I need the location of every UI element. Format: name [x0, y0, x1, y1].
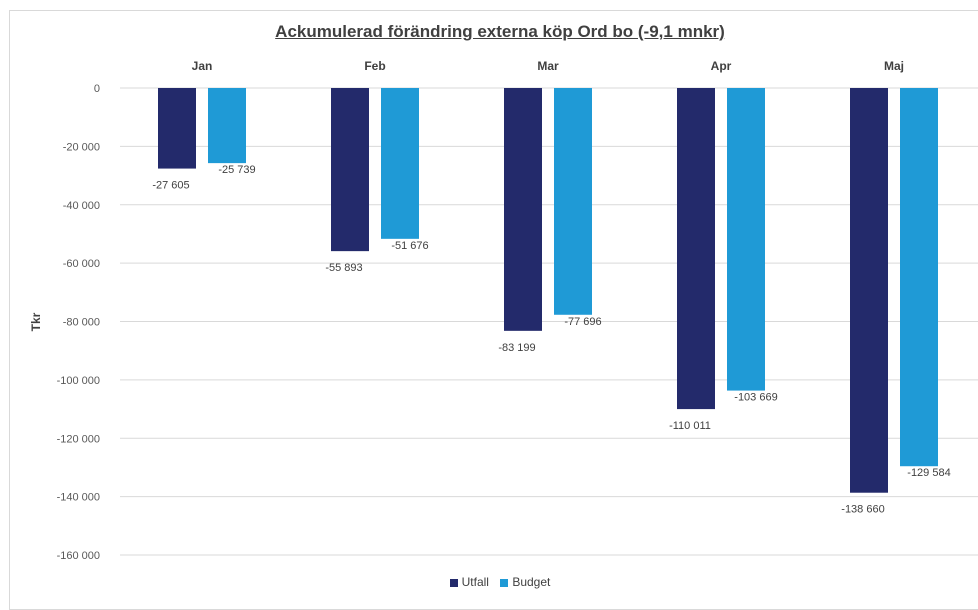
legend-item-utfall: Utfall [449, 575, 489, 589]
data-label: -103 669 [734, 392, 777, 404]
bar-utfall [331, 88, 369, 252]
legend: Utfall Budget [0, 575, 978, 589]
category-label: Jan [192, 59, 213, 73]
data-label: -83 199 [498, 342, 535, 354]
bar-utfall [850, 88, 888, 493]
y-axis-label: Tkr [29, 312, 43, 331]
y-tick-label: -20 000 [63, 141, 100, 153]
legend-swatch-budget [500, 578, 509, 587]
category-label: Mar [537, 59, 559, 73]
data-label: -77 696 [564, 316, 601, 328]
data-label: -129 584 [907, 467, 950, 479]
y-tick-label: -100 000 [57, 375, 100, 387]
data-label: -27 605 [152, 180, 189, 192]
y-tick-label: -160 000 [57, 550, 100, 562]
category-label: Feb [364, 59, 385, 73]
bar-budget [900, 88, 938, 467]
bar-utfall [158, 88, 196, 169]
y-tick-label: 0 [94, 83, 100, 95]
data-label: -25 739 [218, 164, 255, 176]
legend-item-budget: Budget [500, 575, 550, 589]
category-label: Apr [711, 59, 732, 73]
y-tick-label: -40 000 [63, 200, 100, 212]
y-tick-label: -140 000 [57, 492, 100, 504]
bar-budget [381, 88, 419, 239]
data-label: -51 676 [391, 240, 428, 252]
category-label: Maj [884, 59, 904, 73]
bar-utfall [677, 88, 715, 410]
legend-label-budget: Budget [512, 575, 551, 589]
data-label: -138 660 [841, 504, 884, 516]
bar-budget [554, 88, 592, 315]
y-tick-label: -60 000 [63, 258, 100, 270]
legend-label-utfall: Utfall [461, 575, 489, 589]
bar-budget [727, 88, 765, 391]
bar-chart: 0 -20 000 -40 000 -60 000 -80 000 -100 000 -12… [29, 59, 978, 562]
data-label: -110 011 [669, 420, 711, 432]
y-tick-label: -80 000 [63, 317, 100, 329]
chart-title: Ackumulerad förändring externa köp Ord b… [275, 22, 725, 41]
data-label: -55 893 [325, 262, 362, 274]
bar-utfall [504, 88, 542, 331]
bar-budget [208, 88, 246, 164]
legend-swatch-utfall [449, 578, 458, 587]
y-tick-label: -120 000 [57, 433, 100, 445]
